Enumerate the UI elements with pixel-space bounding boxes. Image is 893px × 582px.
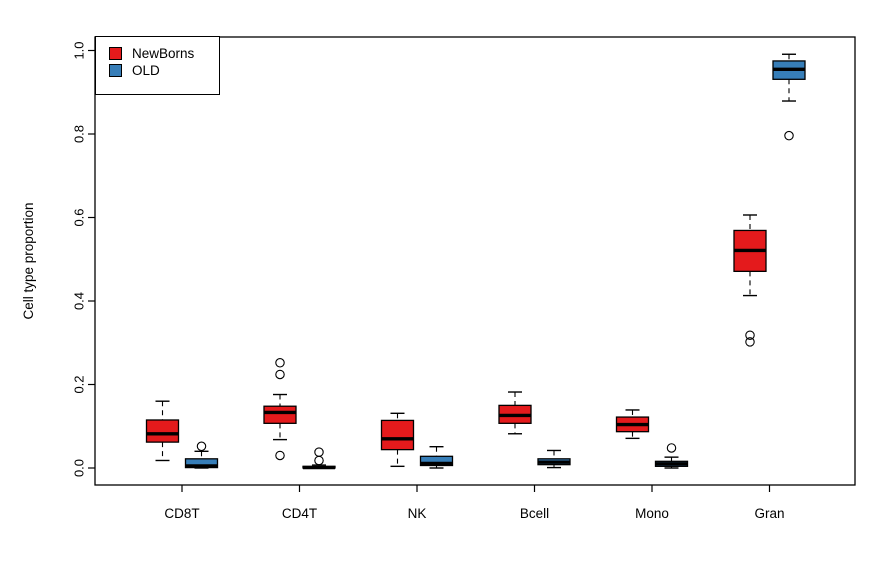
legend-swatch-old xyxy=(109,64,122,77)
x-tick-label: Mono xyxy=(635,506,669,521)
y-tick-label: 0.8 xyxy=(72,125,87,143)
plot-frame xyxy=(94,36,856,486)
box-CD4T-NewBorns xyxy=(263,405,297,424)
outlier-point xyxy=(275,358,285,368)
outlier-point xyxy=(666,443,677,453)
y-axis-title: Cell type proportion xyxy=(21,202,36,320)
x-tick-label: Bcell xyxy=(520,506,549,521)
outlier-point xyxy=(275,450,285,461)
outlier-point xyxy=(745,337,755,347)
x-tick-label: NK xyxy=(408,506,427,521)
legend-item-old: OLD xyxy=(109,62,219,79)
box-NK-OLD xyxy=(419,455,454,467)
y-tick-label: 1.0 xyxy=(72,41,87,59)
box-CD8T-NewBorns xyxy=(145,419,180,443)
legend: NewBorns OLD xyxy=(95,36,220,95)
outlier-point xyxy=(314,447,324,457)
outlier-point xyxy=(275,369,285,380)
y-tick-label: 0.6 xyxy=(72,208,87,226)
x-tick-label: CD4T xyxy=(282,506,317,521)
outlier-point xyxy=(784,130,794,141)
legend-item-newborns: NewBorns xyxy=(109,45,219,62)
outlier-point xyxy=(314,455,324,466)
legend-swatch-newborns xyxy=(109,47,122,60)
x-tick-label: CD8T xyxy=(164,506,199,521)
legend-label-newborns: NewBorns xyxy=(132,45,195,61)
x-tick-label: Gran xyxy=(754,506,784,521)
y-tick-label: 0.2 xyxy=(72,375,87,393)
legend-label-old: OLD xyxy=(132,62,160,78)
y-tick-label: 0.0 xyxy=(72,459,87,477)
box-NK-NewBorns xyxy=(380,419,415,451)
outlier-point xyxy=(745,330,755,340)
y-tick-label: 0.4 xyxy=(72,292,87,310)
outlier-point xyxy=(196,441,207,452)
